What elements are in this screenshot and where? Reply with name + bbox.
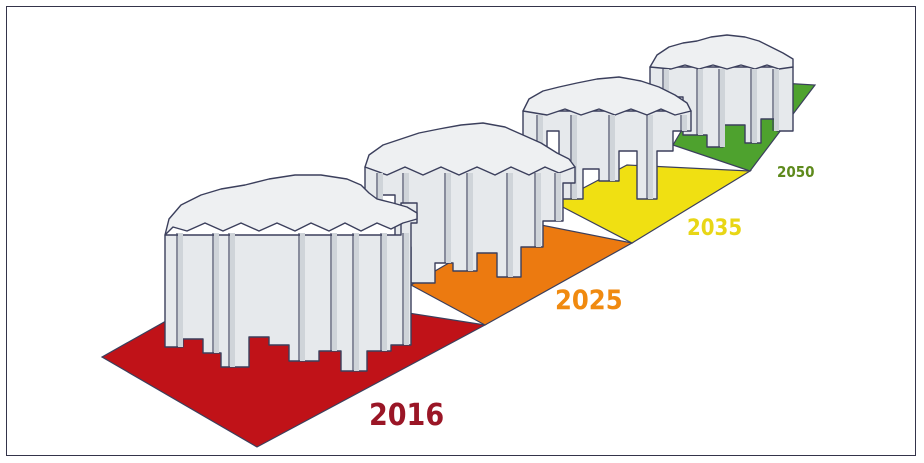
groove-shade [300,233,305,361]
groove-shade [404,233,409,345]
groove-shade [538,115,543,147]
groove-shade [468,173,473,271]
block-2016-top [164,174,418,236]
groove-shade [572,115,577,199]
groove-shade [752,69,757,143]
groove-shade [698,69,703,135]
year-label-2035: 2035 [687,216,742,241]
block-2035-top [522,76,692,116]
year-label-2050: 2050 [777,163,815,181]
groove-shade [178,233,183,347]
groove-shade [354,233,359,371]
groove-shade [378,173,383,203]
groove-shade [230,233,235,367]
groove-shade [332,233,337,351]
year-label-2016: 2016 [369,398,444,433]
groove-shade [720,69,725,147]
block-2035 [522,76,692,200]
figure-frame: 2016 2025 2035 2050 [6,6,916,456]
timeline-diagram: 2016 2025 2035 2050 [100,34,817,448]
groove-shade [556,173,561,221]
groove-shade [682,115,687,131]
groove-shade [382,233,387,351]
block-2050-top [649,34,794,70]
block-2025 [364,122,576,284]
groove-shade [774,69,779,131]
year-label-2025: 2025 [555,285,623,316]
groove-shade [508,173,513,277]
groove-shade [610,115,615,181]
block-2025-top [364,122,576,176]
block-2016 [164,174,418,372]
groove-shade [648,115,653,199]
groove-shade [446,173,451,263]
groove-shade [536,173,541,247]
groove-shade [214,233,219,353]
